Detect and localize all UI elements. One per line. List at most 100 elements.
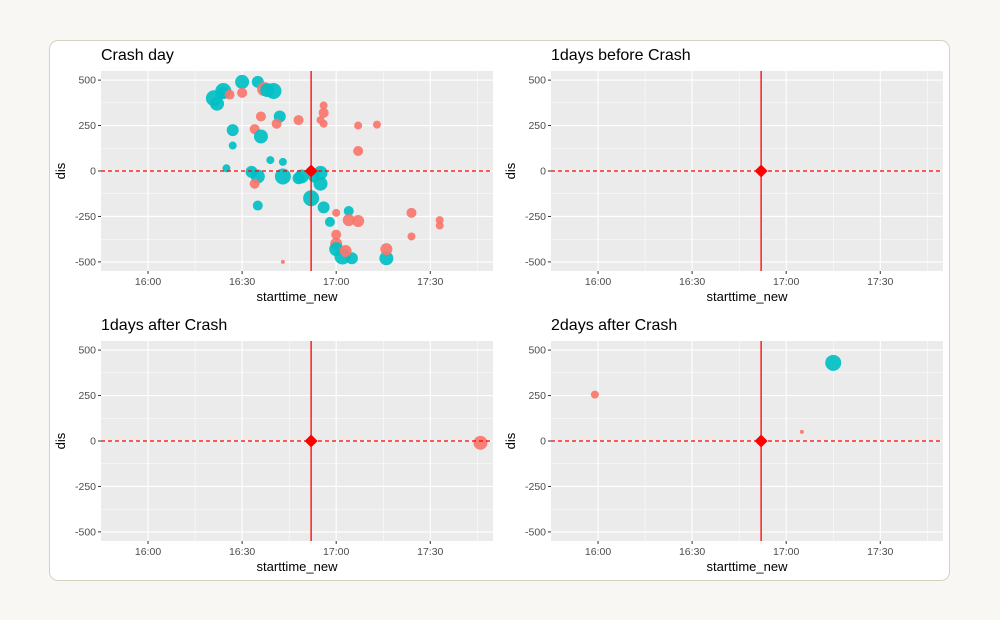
data-point (252, 200, 263, 211)
data-point (473, 435, 488, 450)
data-point (280, 259, 285, 264)
y-tick-label: 250 (528, 120, 546, 132)
data-point (319, 119, 328, 128)
x-tick-label: 17:30 (867, 276, 893, 288)
data-point (222, 164, 231, 173)
data-point (237, 87, 248, 98)
figure-card: 16:00 16:30 17:00 17:30 500 250 0 -250 -500 Crash… (49, 40, 950, 581)
y-tick-label: -250 (75, 211, 96, 223)
x-tick-label: 16:00 (135, 546, 161, 558)
x-axis-label: starttime_new (257, 289, 339, 304)
y-tick-label: -500 (75, 527, 96, 539)
data-point (799, 429, 804, 434)
data-point (266, 156, 275, 165)
y-tick-label: 250 (78, 120, 96, 132)
x-tick-label: 16:30 (229, 546, 255, 558)
data-point (380, 243, 393, 256)
x-tick-label: 17:00 (773, 276, 799, 288)
x-tick-label: 17:00 (773, 546, 799, 558)
y-tick-label: -250 (525, 211, 546, 223)
crash-point-marker (304, 164, 318, 178)
x-axis-label: starttime_new (707, 289, 789, 304)
y-tick-label: 0 (90, 166, 96, 178)
data-point (271, 118, 282, 129)
x-axis-label: starttime_new (707, 559, 789, 574)
x-tick-label: 17:00 (323, 546, 349, 558)
data-point (590, 390, 599, 399)
data-point (339, 245, 352, 257)
data-point (265, 83, 282, 99)
panel-title: 1days before Crash (551, 47, 691, 64)
data-point (342, 214, 355, 227)
data-point (278, 157, 287, 166)
data-point (407, 232, 416, 241)
y-tick-label: -250 (525, 481, 546, 493)
faceted-scatter-chart: 16:00 16:30 17:00 17:30 500 250 0 -250 -500 Crash… (53, 47, 943, 574)
x-tick-label: 16:30 (679, 546, 705, 558)
data-point (317, 201, 330, 214)
data-point (379, 251, 394, 266)
y-tick-label: 500 (78, 345, 96, 357)
data-point (226, 124, 239, 137)
y-axis-label: dis (503, 162, 518, 179)
crash-point-marker (754, 164, 768, 178)
data-point (253, 129, 268, 144)
data-point (435, 221, 444, 230)
data-point (210, 96, 225, 111)
data-point (249, 178, 260, 189)
panel-title: 1days after Crash (101, 317, 227, 334)
y-tick-label: 250 (78, 390, 96, 402)
data-point (319, 101, 328, 110)
data-point (255, 111, 266, 122)
data-point (224, 89, 235, 100)
data-point (825, 354, 842, 371)
data-point (293, 115, 304, 126)
data-point (354, 121, 363, 130)
y-tick-label: 0 (540, 436, 546, 448)
x-tick-label: 16:30 (679, 276, 705, 288)
data-point (228, 141, 237, 150)
x-axis-label: starttime_new (257, 559, 339, 574)
facet-panel-3: 16:00 16:30 17:00 17:30 500 250 0 -250 -500 1days… (53, 317, 493, 574)
data-point (343, 206, 354, 216)
x-tick-label: 17:30 (417, 276, 443, 288)
x-tick-label: 17:30 (417, 546, 443, 558)
y-tick-label: 250 (528, 390, 546, 402)
panel-title: 2days after Crash (551, 317, 677, 334)
data-point (331, 229, 342, 240)
y-axis-label: dis (503, 432, 518, 449)
data-point (372, 120, 381, 129)
y-tick-label: -500 (525, 527, 546, 539)
y-tick-label: -250 (75, 481, 96, 493)
data-point (318, 107, 329, 118)
y-tick-label: -500 (525, 257, 546, 269)
y-axis-label: dis (53, 162, 68, 179)
x-tick-label: 17:30 (867, 546, 893, 558)
data-point (353, 146, 364, 156)
x-tick-label: 16:30 (229, 276, 255, 288)
panel-title: Crash day (101, 47, 174, 64)
data-point (324, 216, 335, 227)
data-point (294, 169, 309, 184)
y-tick-label: 0 (540, 166, 546, 178)
x-tick-label: 16:00 (135, 276, 161, 288)
y-axis-label: dis (53, 432, 68, 449)
x-tick-label: 16:00 (585, 546, 611, 558)
y-tick-label: -500 (75, 257, 96, 269)
data-point (235, 74, 250, 89)
y-tick-label: 500 (528, 75, 546, 87)
crash-point-marker (304, 434, 318, 448)
crash-point-marker (754, 434, 768, 448)
data-point (406, 207, 417, 218)
x-tick-label: 16:00 (585, 276, 611, 288)
data-point (274, 168, 291, 185)
y-tick-label: 0 (90, 436, 96, 448)
facet-panel-4: 16:00 16:30 17:00 17:30 500 250 0 -250 -500 2days… (503, 317, 943, 574)
y-tick-label: 500 (528, 345, 546, 357)
y-tick-label: 500 (78, 75, 96, 87)
data-point (332, 208, 341, 217)
facet-panel-1: 16:00 16:30 17:00 17:30 500 250 0 -250 -500 Crash… (53, 47, 493, 304)
facet-panel-2: 16:00 16:30 17:00 17:30 500 250 0 -250 -500 1days… (503, 47, 943, 304)
x-tick-label: 17:00 (323, 276, 349, 288)
data-point (352, 215, 365, 227)
